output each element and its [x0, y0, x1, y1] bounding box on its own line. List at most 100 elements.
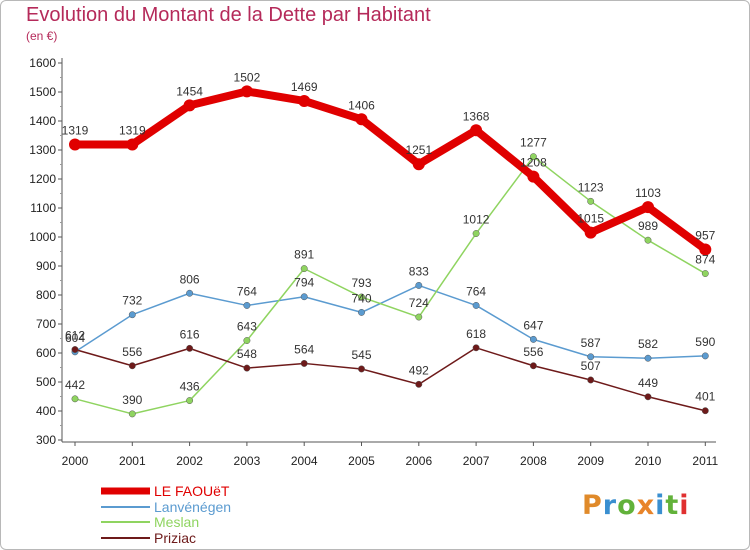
data-point [699, 243, 712, 256]
data-label: 806 [180, 272, 200, 286]
y-tick-label: 500 [36, 375, 56, 389]
data-point [355, 113, 368, 126]
data-point [358, 293, 365, 301]
data-label: 604 [65, 331, 85, 345]
data-point [587, 353, 595, 361]
data-label: 442 [65, 378, 85, 392]
series-2 [71, 153, 709, 418]
x-tick-label: 2011 [692, 454, 718, 468]
data-point [701, 270, 709, 277]
data-point [69, 138, 81, 151]
proxiti-logo: Proxiti [582, 490, 690, 521]
data-point [128, 362, 136, 370]
y-tick-label: 1500 [29, 85, 56, 99]
x-tick-label: 2009 [577, 454, 604, 468]
data-point [243, 364, 251, 372]
data-label: 582 [638, 337, 658, 351]
data-point [529, 335, 537, 343]
y-tick-label: 700 [36, 317, 56, 331]
data-point [300, 359, 308, 367]
data-point [71, 395, 79, 403]
data-point [587, 197, 595, 205]
data-point [644, 393, 652, 401]
data-point [472, 301, 480, 309]
data-point [472, 344, 480, 352]
data-point [701, 407, 709, 415]
data-point [412, 158, 425, 171]
data-label: 507 [581, 359, 601, 373]
series-line [74, 347, 707, 412]
data-label: 1319 [62, 123, 89, 137]
data-label: 612 [65, 329, 85, 343]
data-label: 1208 [520, 156, 547, 170]
x-tick-label: 2003 [234, 454, 261, 468]
x-tick-label: 2002 [176, 454, 203, 468]
data-label: 548 [237, 347, 257, 361]
data-label: 1251 [405, 143, 432, 157]
data-label: 1469 [291, 80, 318, 94]
data-label: 556 [122, 345, 142, 359]
data-point [587, 376, 595, 384]
data-point [644, 354, 652, 362]
data-label: 564 [294, 342, 314, 356]
data-point [529, 153, 537, 161]
legend-label: Lanvénégen [154, 499, 231, 515]
data-label: 449 [638, 376, 658, 390]
y-tick-label: 1200 [29, 172, 56, 186]
data-label: 1502 [234, 70, 261, 84]
y-tick-label: 400 [36, 404, 56, 418]
series-line [74, 284, 707, 359]
data-point [300, 293, 308, 301]
data-label: 764 [466, 284, 486, 298]
data-point [183, 99, 196, 112]
data-label: 618 [466, 327, 486, 341]
x-tick-label: 2004 [291, 454, 318, 468]
y-tick-label: 1100 [30, 201, 56, 215]
data-label: 1103 [635, 186, 661, 200]
data-point [644, 236, 652, 244]
data-label: 1123 [578, 180, 604, 194]
y-tick-label: 600 [36, 346, 56, 360]
series-1 [71, 281, 709, 362]
data-point [358, 308, 365, 316]
data-label: 732 [122, 294, 142, 308]
data-point [470, 124, 483, 137]
data-label: 793 [351, 276, 371, 290]
x-tick-label: 2006 [405, 454, 432, 468]
series-line [74, 155, 707, 415]
data-point [243, 301, 251, 309]
y-tick-label: 1300 [29, 143, 56, 157]
data-label: 643 [237, 320, 257, 334]
series-line [71, 87, 710, 254]
data-label: 891 [294, 248, 314, 262]
data-label: 740 [351, 291, 371, 305]
y-tick-label: 1000 [29, 230, 56, 244]
data-point [529, 362, 537, 370]
data-label: 989 [638, 219, 658, 233]
data-point [415, 281, 423, 289]
data-point [472, 230, 480, 237]
data-label: 1368 [463, 109, 490, 123]
data-label: 401 [695, 390, 715, 404]
data-point [642, 201, 654, 214]
data-label: 616 [180, 327, 200, 341]
y-tick-label: 1400 [29, 114, 56, 128]
data-label: 874 [695, 253, 715, 267]
data-point [186, 344, 194, 352]
x-tick-label: 2000 [62, 454, 89, 468]
data-label: 390 [122, 393, 142, 407]
data-point [128, 311, 136, 319]
data-point [415, 313, 423, 321]
x-tick-label: 2007 [463, 454, 490, 468]
series-3 [71, 344, 709, 415]
data-point [527, 170, 540, 183]
data-point [71, 346, 79, 353]
data-label: 556 [523, 345, 543, 359]
x-tick-label: 2001 [119, 454, 146, 468]
x-tick-label: 2010 [635, 454, 662, 468]
x-tick-label: 2008 [520, 454, 547, 468]
y-tick-label: 1600 [29, 56, 56, 70]
data-label: 1454 [176, 84, 203, 98]
data-label: 492 [409, 363, 429, 377]
data-point [186, 289, 194, 297]
